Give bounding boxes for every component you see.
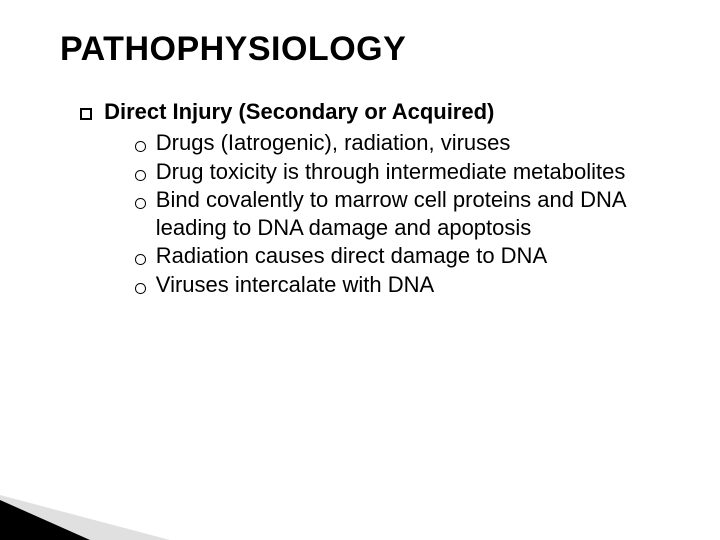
list-item: Radiation causes direct damage to DNA	[135, 242, 660, 270]
list-item: Drug toxicity is through intermediate me…	[135, 158, 660, 186]
circle-bullet-icon	[135, 254, 146, 265]
corner-accent-dark	[0, 500, 90, 540]
level1-rest: Injury (Secondary or Acquired)	[172, 99, 494, 125]
circle-bullet-icon	[135, 198, 146, 209]
list-item: Drugs (Iatrogenic), radiation, viruses	[135, 129, 660, 157]
circle-bullet-icon	[135, 283, 146, 294]
square-bullet-icon	[80, 108, 92, 120]
list-item: Viruses intercalate with DNA	[135, 271, 660, 299]
level1-row: Direct Injury (Secondary or Acquired)	[80, 99, 660, 125]
list-item-text: Bind covalently to marrow cell proteins …	[156, 186, 660, 241]
slide-container: PATHOPHYSIOLOGY Direct Injury (Secondary…	[0, 0, 720, 540]
bullet-level1: Direct Injury (Secondary or Acquired) Dr…	[80, 99, 660, 298]
slide-title: PATHOPHYSIOLOGY	[60, 30, 660, 69]
bullet-level2-list: Drugs (Iatrogenic), radiation, viruses D…	[135, 129, 660, 298]
list-item-text: Drug toxicity is through intermediate me…	[156, 158, 626, 186]
list-item-text: Radiation causes direct damage to DNA	[156, 242, 547, 270]
circle-bullet-icon	[135, 170, 146, 181]
level1-prefix: Direct	[104, 99, 166, 125]
list-item-text: Drugs (Iatrogenic), radiation, viruses	[156, 129, 511, 157]
list-item: Bind covalently to marrow cell proteins …	[135, 186, 660, 241]
list-item-text: Viruses intercalate with DNA	[156, 271, 434, 299]
circle-bullet-icon	[135, 141, 146, 152]
